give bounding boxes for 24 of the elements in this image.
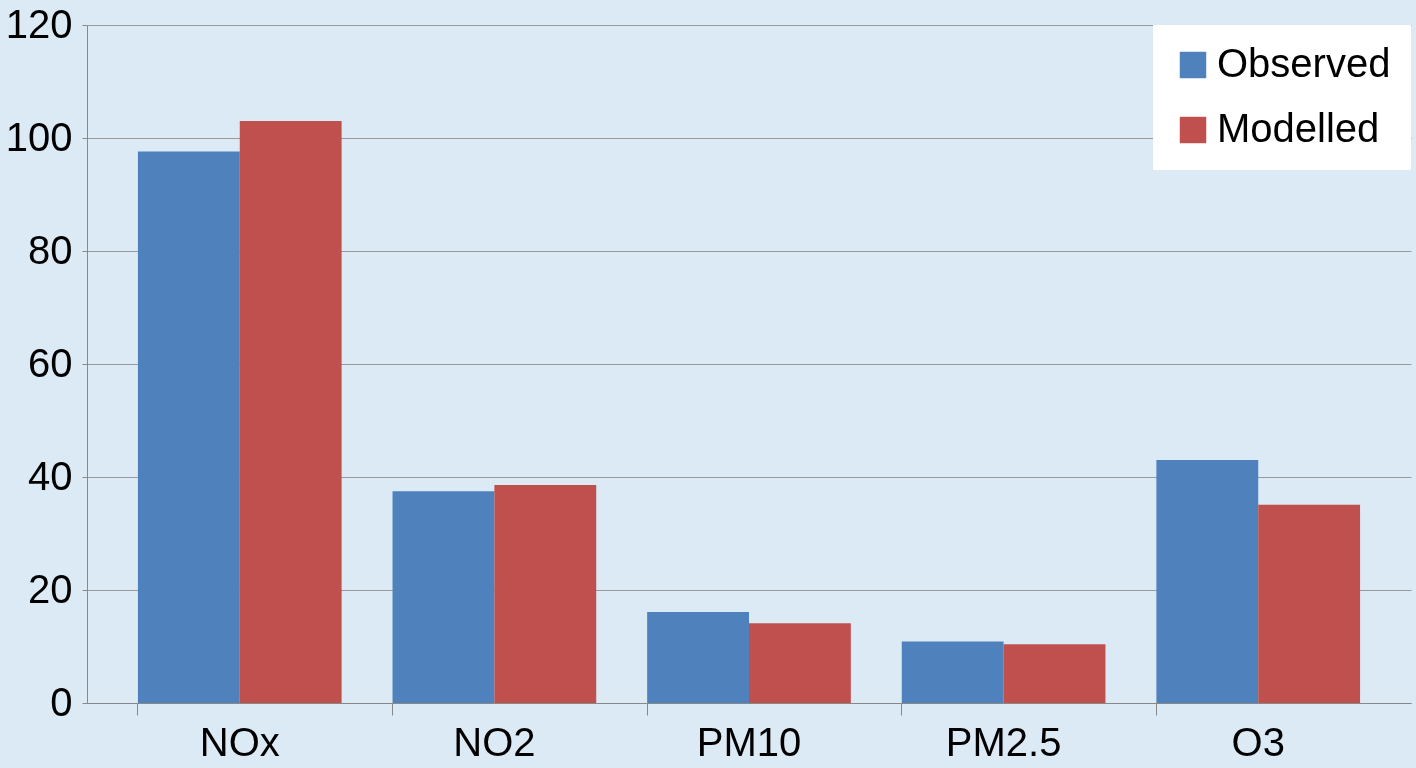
x-tick-label: NOx	[199, 719, 280, 764]
y-tick-label: 60	[28, 340, 73, 385]
y-tick-label: 120	[5, 1, 73, 46]
bar	[1003, 644, 1106, 703]
bar	[647, 612, 749, 703]
bar	[1258, 504, 1361, 703]
x-tick-label: PM2.5	[945, 719, 1062, 764]
x-tick-label: O3	[1231, 719, 1285, 764]
bar	[239, 121, 342, 703]
legend-label: Observed	[1217, 41, 1391, 85]
y-tick-label: 80	[28, 227, 73, 272]
legend-label: Modelled	[1217, 106, 1380, 150]
bar	[137, 151, 240, 703]
y-tick-label: 0	[50, 679, 73, 724]
bar	[749, 623, 851, 703]
x-tick-label: NO2	[453, 719, 536, 764]
y-tick-label: 100	[5, 114, 73, 159]
y-tick-label: 20	[28, 566, 73, 611]
bar	[901, 641, 1004, 703]
bar	[494, 484, 597, 703]
x-tick-label: PM10	[696, 719, 802, 764]
y-tick-label: 40	[28, 453, 73, 498]
bar	[1156, 460, 1259, 703]
bar	[392, 491, 495, 703]
